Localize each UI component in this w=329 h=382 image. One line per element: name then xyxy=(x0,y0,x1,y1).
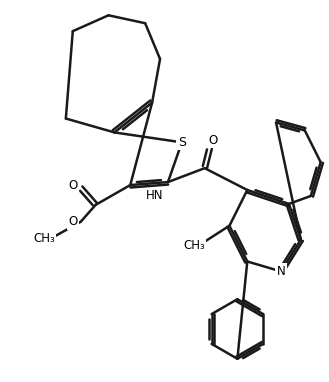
Text: O: O xyxy=(208,134,217,147)
Text: CH₃: CH₃ xyxy=(183,239,205,252)
Text: O: O xyxy=(68,215,77,228)
Text: HN: HN xyxy=(146,189,164,202)
Text: S: S xyxy=(178,136,186,149)
Text: O: O xyxy=(68,178,77,191)
Text: CH₃: CH₃ xyxy=(33,232,55,245)
Text: N: N xyxy=(277,265,285,278)
